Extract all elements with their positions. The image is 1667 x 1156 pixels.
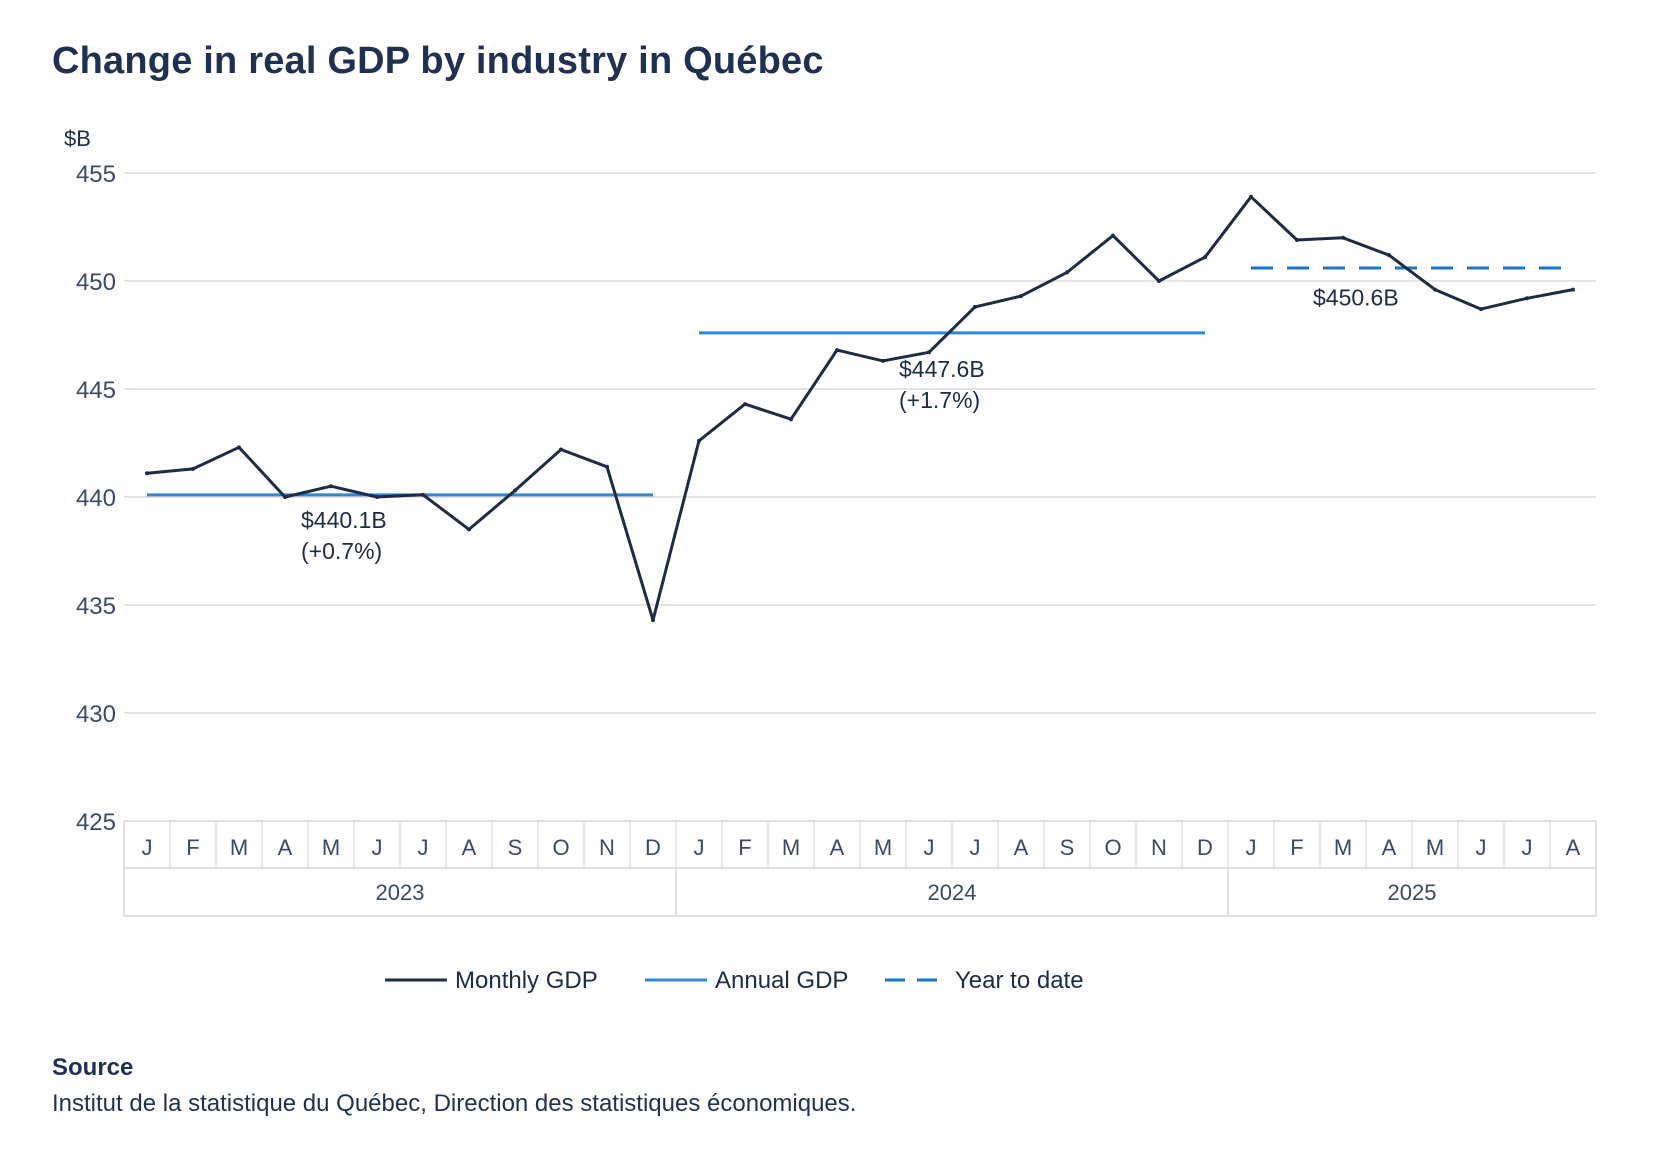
legend-label: Annual GDP (715, 967, 848, 994)
x-tick-year-label: 2024 (928, 880, 977, 905)
x-tick-month-label: A (462, 835, 477, 860)
annotation-background (1309, 283, 1413, 314)
monthly-gdp-point (973, 304, 977, 309)
x-tick-month-label: J (924, 835, 935, 860)
source-text: Institut de la statistique du Québec, Di… (52, 1090, 857, 1117)
x-tick-month-label: A (830, 835, 845, 860)
monthly-gdp-point (1387, 253, 1391, 258)
x-tick-month-label: F (738, 835, 751, 860)
x-tick-month-label: F (186, 835, 199, 860)
monthly-gdp-point (191, 466, 195, 471)
annotation-label: (+0.7%) (301, 538, 382, 564)
y-tick-label: 425 (76, 809, 116, 836)
monthly-gdp-point (375, 495, 379, 499)
x-tick-month-label: A (1014, 835, 1029, 860)
monthly-gdp-point (237, 445, 241, 450)
x-tick-month-label: J (1476, 835, 1487, 860)
monthly-gdp-point (1111, 233, 1115, 238)
x-tick-month-label: D (645, 835, 661, 860)
monthly-gdp-line (146, 195, 1574, 622)
annotation-label: (+1.7%) (899, 387, 980, 413)
x-tick-month-label: O (552, 835, 569, 860)
x-tick-month-label: M (1426, 835, 1444, 860)
x-tick-month-label: J (1246, 835, 1257, 860)
monthly-gdp-point (1019, 294, 1023, 299)
monthly-gdp-point (605, 464, 609, 469)
x-tick-month-label: F (1290, 835, 1303, 860)
monthly-gdp-point (513, 488, 517, 493)
y-tick-label: 430 (76, 701, 116, 728)
y-tick-label: 440 (76, 485, 116, 512)
x-tick-month-label: O (1104, 835, 1121, 860)
x-tick-month-label: M (230, 835, 248, 860)
x-tick-month-label: N (1151, 835, 1167, 860)
y-tick-label: 435 (76, 593, 116, 620)
legend-label: Year to date (955, 967, 1084, 994)
x-tick-month-label: J (970, 835, 981, 860)
monthly-gdp-point (697, 438, 701, 443)
monthly-gdp-point (1433, 287, 1437, 292)
monthly-gdp-point (1571, 287, 1575, 292)
monthly-gdp-point (1479, 307, 1483, 312)
x-tick-month-label: A (278, 835, 293, 860)
x-tick-month-label: J (694, 835, 705, 860)
monthly-gdp-point (1341, 235, 1345, 240)
x-tick-month-label: D (1197, 835, 1213, 860)
monthly-gdp-point (145, 471, 149, 476)
monthly-gdp-point (559, 447, 563, 452)
x-tick-month-label: M (322, 835, 340, 860)
x-tick-month-label: N (599, 835, 615, 860)
legend-label: Monthly GDP (455, 967, 598, 994)
monthly-gdp-point (467, 527, 471, 532)
x-tick-month-label: J (142, 835, 153, 860)
y-tick-label: 445 (76, 377, 116, 404)
x-tick-month-label: J (372, 835, 383, 860)
x-tick-month-label: S (508, 835, 523, 860)
monthly-gdp-point (789, 417, 793, 422)
x-tick-year-label: 2023 (376, 880, 425, 905)
x-tick-month-label: J (418, 835, 429, 860)
annotation-label: $447.6B (899, 356, 985, 382)
monthly-gdp-point (651, 618, 655, 623)
x-tick-month-label: M (782, 835, 800, 860)
x-tick-month-label: A (1382, 835, 1397, 860)
monthly-gdp-point (743, 402, 747, 407)
x-tick-month-label: M (1334, 835, 1352, 860)
source-label: Source (52, 1054, 134, 1081)
monthly-gdp-point (1203, 255, 1207, 260)
monthly-gdp-point (283, 495, 287, 499)
monthly-gdp-point (881, 358, 885, 363)
x-tick-month-label: S (1060, 835, 1075, 860)
x-tick-month-label: M (874, 835, 892, 860)
y-tick-label: 450 (76, 269, 116, 296)
y-axis-unit-label: $B (64, 126, 91, 151)
monthly-gdp-point (1065, 270, 1069, 275)
monthly-gdp-point (421, 492, 425, 497)
monthly-gdp-point (835, 348, 839, 353)
annotation-label: $450.6B (1313, 285, 1399, 311)
x-tick-month-label: J (1522, 835, 1533, 860)
monthly-gdp-point (927, 350, 931, 355)
gdp-chart: $B 425 430 435 440 445 450 455 J F M A M J J A S O N D J F M A M… (64, 126, 1597, 994)
monthly-gdp-point (1249, 194, 1253, 199)
annotation-label: $440.1B (301, 507, 387, 533)
monthly-gdp-point (1295, 237, 1299, 242)
monthly-gdp-point (1525, 296, 1529, 301)
x-tick-year-label: 2025 (1388, 880, 1437, 905)
chart-title: Change in real GDP by industry in Québec (52, 40, 824, 82)
x-tick-month-label: A (1566, 835, 1581, 860)
monthly-gdp-point (329, 484, 333, 489)
y-tick-label: 455 (76, 161, 116, 188)
monthly-gdp-point (1157, 279, 1161, 283)
